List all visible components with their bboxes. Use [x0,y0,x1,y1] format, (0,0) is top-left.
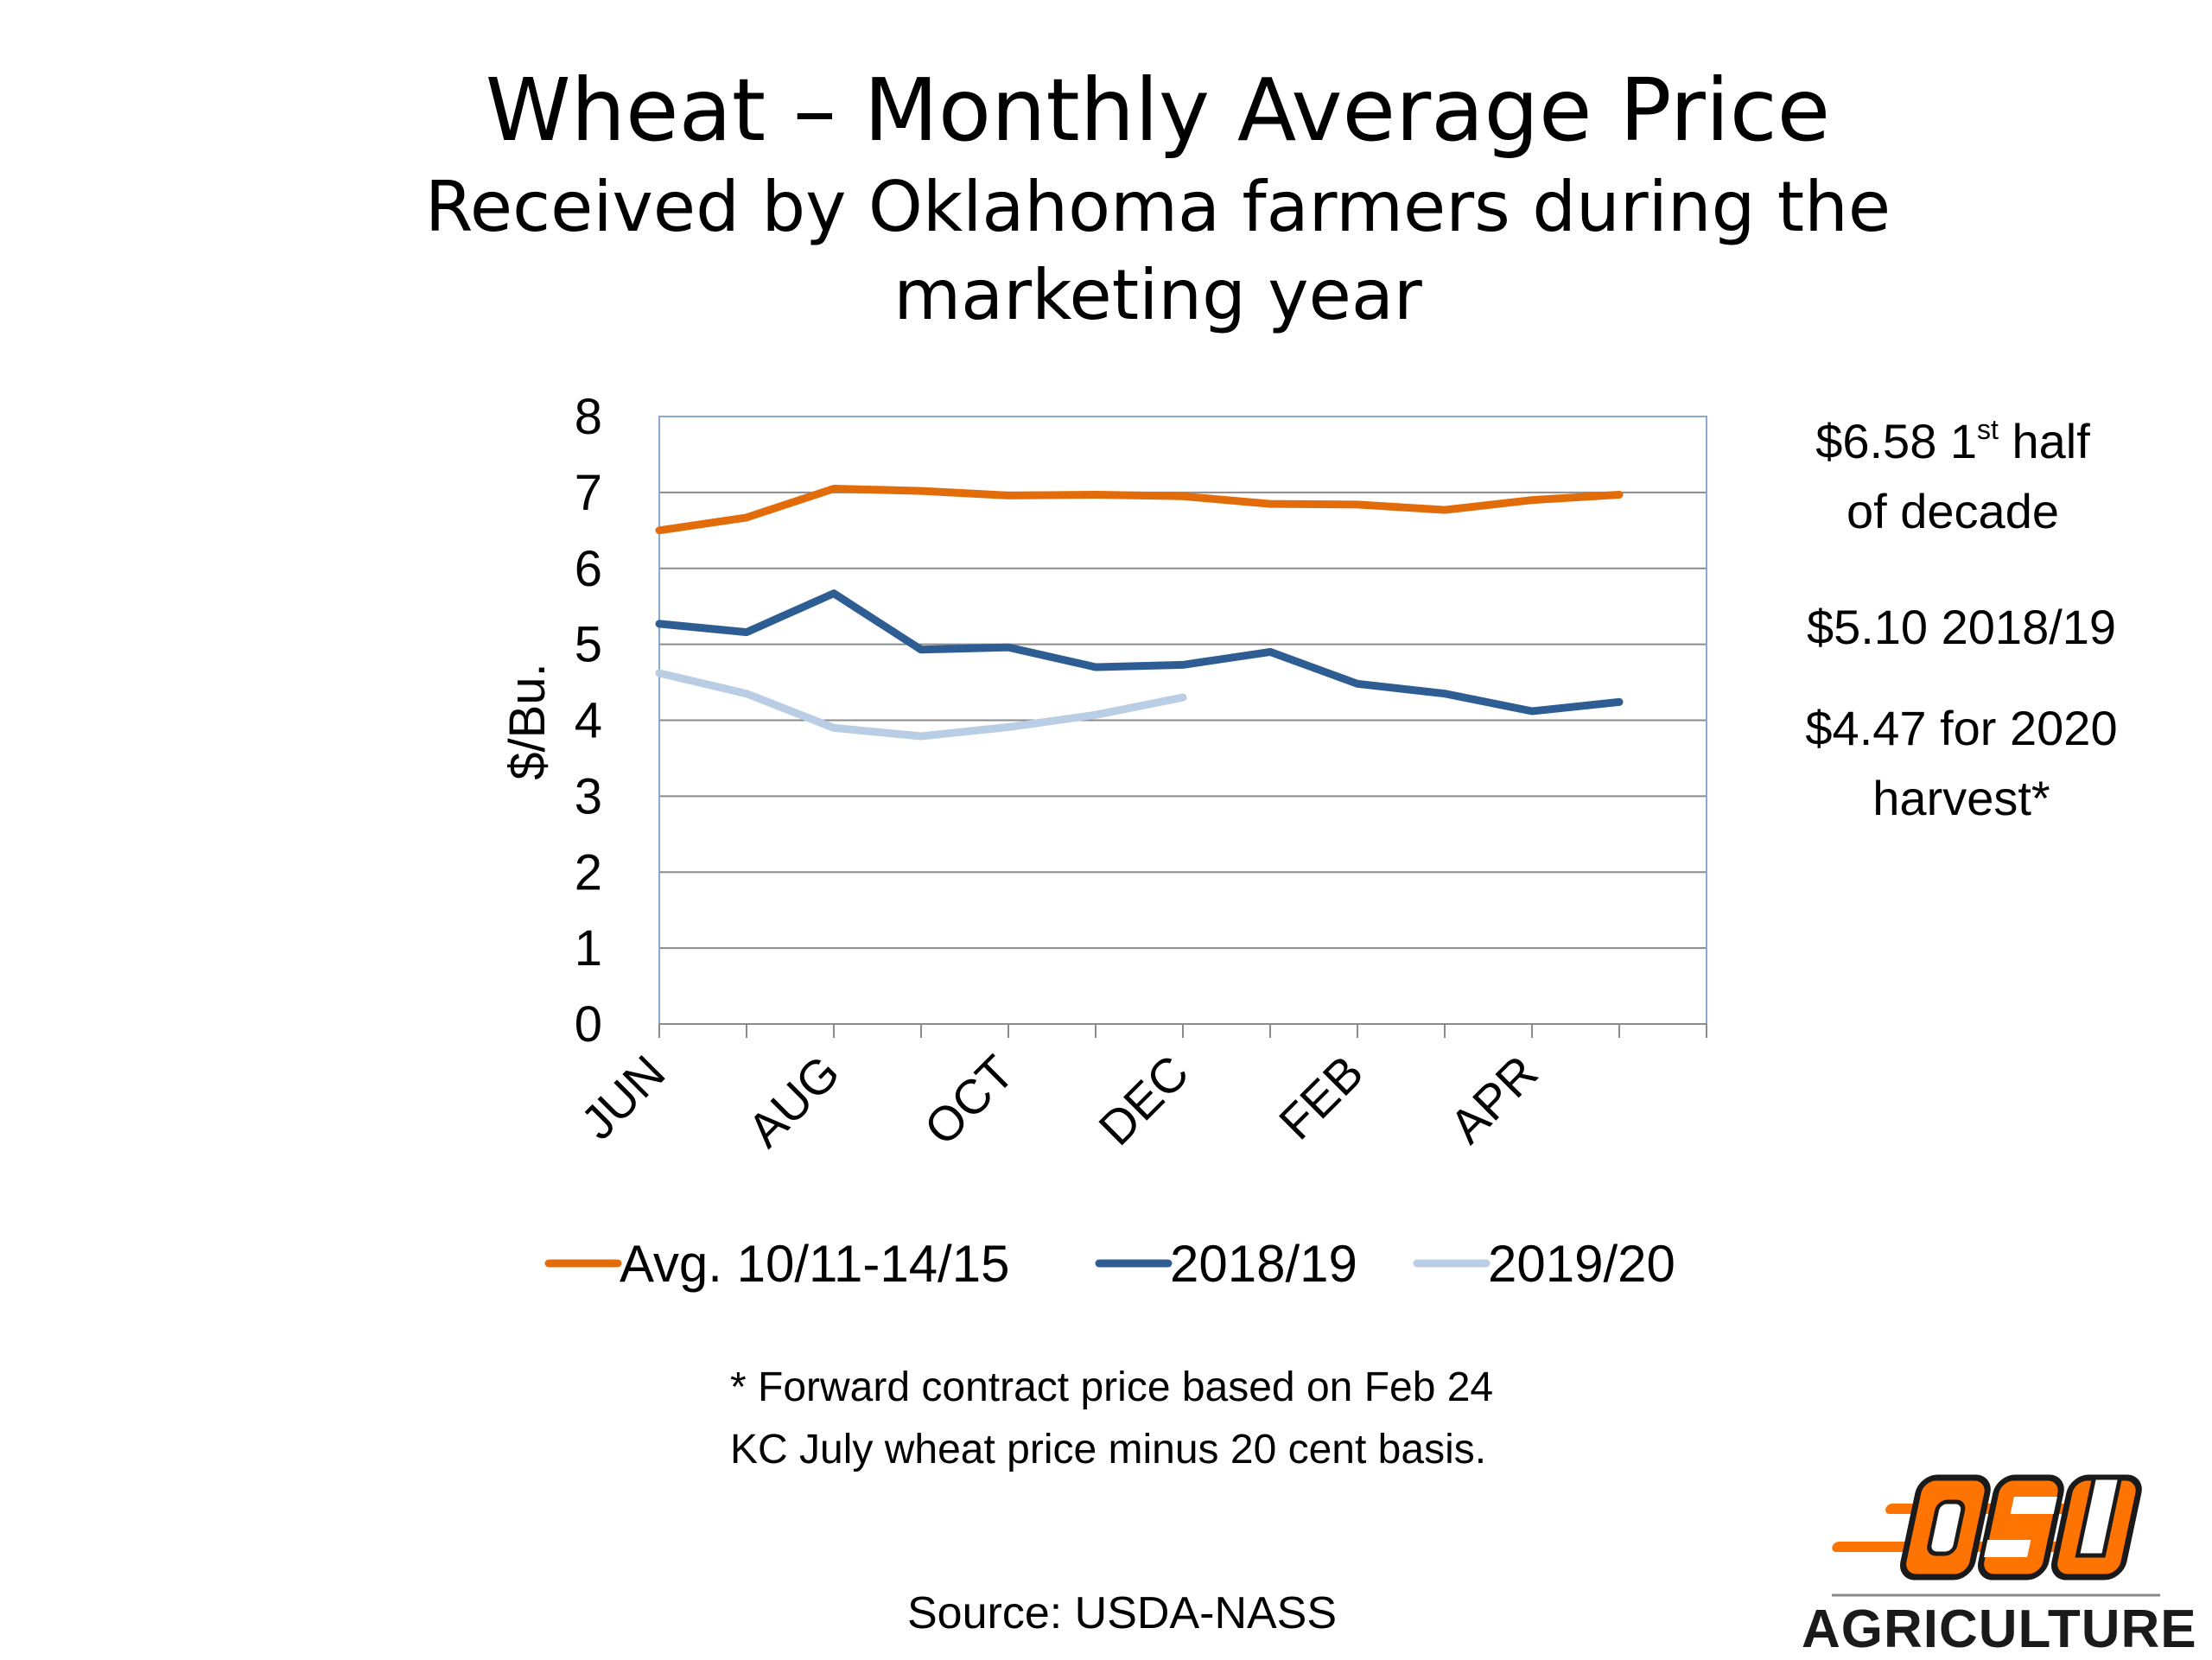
annotation-2020-line2: harvest* [1872,771,2050,826]
y-axis-label: $/Bu. [499,663,556,779]
legend-label: Avg. 10/11-14/15 [620,1235,1009,1293]
y-tick-label: 0 [575,996,602,1053]
y-tick-label: 6 [575,541,602,597]
y-tick-label: 4 [575,693,602,749]
annotation-2020-harvest: $4.47 for 2020 harvest* [1763,693,2160,833]
y-tick-label: 7 [575,465,602,521]
y-tick-label: 3 [575,768,602,824]
x-tick-label: APR [1440,1045,1548,1154]
annotation-first-half-sup: st [1977,414,1999,445]
x-tick-label: AUG [737,1045,849,1157]
annotation-2018-19: $5.10 2018/19 [1806,600,2117,654]
footnote-line1: * Forward contract price based on Feb 24 [730,1364,1494,1410]
series-line-1 [655,485,1624,535]
annotation-first-half-rest: half [1998,414,2090,468]
logo-text: AGRICULTURE [1802,1600,2197,1659]
legend-label: 2018/19 [1170,1235,1357,1293]
x-tick-label: JUN [570,1045,676,1150]
footnote: * Forward contract price based on Feb 24… [730,1357,1493,1481]
series-line-3 [655,669,1187,741]
chart-subtitle-line2: marketing year [893,255,1422,335]
osu-logo-mark [1832,1474,2160,1597]
source-note: Source: USDA-NASS [907,1588,1338,1638]
footnote-line2: KC July wheat price minus 20 cent basis. [730,1427,1487,1472]
y-tick-label: 8 [575,389,602,445]
line-chart: 0 1 2 3 4 5 6 7 8 JUN AUG OCT DEC FEB APR $/Bu. Avg. 10/… [499,389,1707,1293]
y-tick-label: 5 [575,617,602,673]
annotation-first-half-decade: $6.58 1st half of decade [1763,406,2143,546]
annotation-first-half-line2: of decade [1847,484,2059,539]
x-tick-label: DEC [1088,1045,1198,1155]
series-line-2 [655,589,1624,716]
legend-label: 2019/20 [1488,1235,1675,1293]
y-tick-label: 2 [575,844,602,900]
annotation-2020-line1: $4.47 for 2020 [1805,701,2118,755]
chart-title: Wheat – Monthly Average Price [485,60,1831,161]
y-tick-label: 1 [575,920,602,976]
x-tick-label: OCT [913,1045,1024,1155]
annotation-first-half-value: $6.58 1 [1815,414,1978,468]
chart-subtitle-line1: Received by Oklahoma farmers during the [424,167,1891,247]
x-tick-label: FEB [1268,1045,1374,1150]
